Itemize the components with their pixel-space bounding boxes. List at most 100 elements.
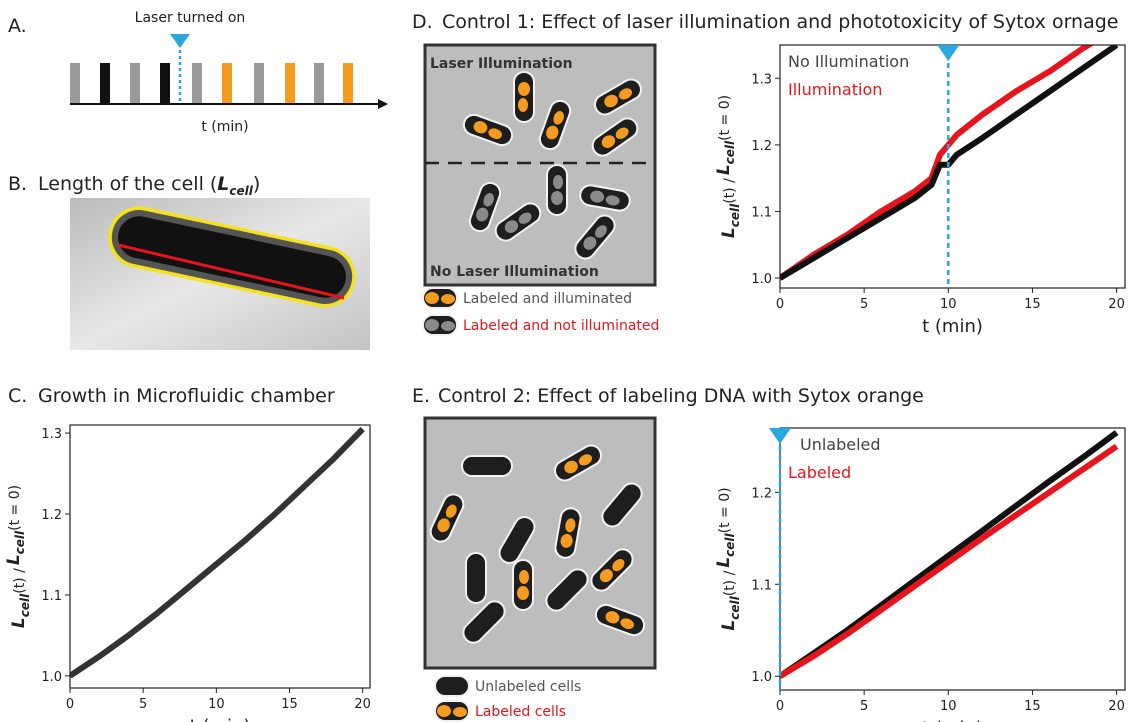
x-tick-label: 0 <box>66 697 74 712</box>
y-tick-label: 1.2 <box>41 508 62 523</box>
x-tick-label: 10 <box>940 297 957 312</box>
legend-label: No Illumination <box>788 52 909 71</box>
axis-label: t (min) <box>201 119 248 135</box>
y-axis-label: Lcell(t) /Lcell(t = 0) <box>714 487 742 630</box>
y-tick-label: 1.3 <box>41 427 62 442</box>
laser-marker <box>937 45 959 61</box>
panel-letter: B. <box>8 173 27 195</box>
title-var: L <box>217 173 229 195</box>
y-label-part: (t) / <box>722 178 738 204</box>
nucleoid <box>517 586 529 600</box>
nucleoid <box>518 82 530 96</box>
cell-body <box>513 560 533 610</box>
y-label-part: L <box>4 554 24 565</box>
x-tick-label: 15 <box>1024 297 1041 312</box>
x-tick-label: 0 <box>776 699 784 714</box>
x-axis-label: t (min) <box>922 316 983 337</box>
nucleoid <box>518 98 528 112</box>
y-label-part: cell <box>728 595 742 619</box>
panel-title: Control 1: Effect of laser illumination … <box>442 11 1119 33</box>
nucleoid <box>425 292 439 304</box>
cell <box>547 165 567 215</box>
y-label-part: L <box>714 557 734 568</box>
y-label-part: (t = 0) <box>7 485 23 531</box>
nucleoid <box>441 321 455 331</box>
y-label-part: (t = 0) <box>717 95 733 141</box>
x-tick-label: 20 <box>1108 297 1125 312</box>
panel-letter: C. <box>8 385 27 407</box>
legend-label: Labeled and not illuminated <box>463 318 659 334</box>
x-tick-label: 10 <box>940 699 957 714</box>
line-chart: 1.01.11.21.305101520No IlluminationIllum… <box>714 28 1125 337</box>
legend-label: Labeled and illuminated <box>463 291 632 307</box>
panel-title: Length of the cell (Lcell) <box>38 173 260 198</box>
y-label-part: L <box>714 164 734 175</box>
y-tick-label: 1.1 <box>41 589 62 604</box>
legend-label: Illumination <box>788 80 882 99</box>
y-label-part: (t) / <box>722 570 738 596</box>
cell <box>462 456 512 476</box>
y-tick-label: 1.3 <box>751 72 772 87</box>
nucleoid <box>425 319 439 331</box>
x-tick-label: 0 <box>776 297 784 312</box>
cell-body <box>435 676 469 696</box>
y-tick-label: 1.1 <box>751 205 772 220</box>
y-label-part: cell <box>18 593 32 617</box>
panel-letter: D. <box>412 11 433 33</box>
x-tick-label: 15 <box>1024 699 1041 714</box>
cell <box>423 315 457 335</box>
y-tick-label: 1.0 <box>41 670 62 685</box>
cell-image <box>70 198 370 350</box>
y-label-part: (t = 0) <box>717 487 733 533</box>
series-layer <box>70 429 363 676</box>
diagram-legend <box>435 676 469 721</box>
timeline <box>70 34 388 109</box>
figure: A. Laser turned on t (min) B. Length of … <box>0 0 1137 722</box>
y-tick-label: 1.2 <box>751 486 772 501</box>
nucleoid <box>553 175 563 189</box>
nucleoid <box>441 294 455 304</box>
cell-body <box>547 165 567 215</box>
panel-title: Control 2: Effect of labeling DNA with S… <box>438 385 924 407</box>
nucleoid <box>453 707 467 717</box>
cell <box>423 288 457 308</box>
y-tick-label: 1.0 <box>751 670 772 685</box>
y-label-part: L <box>9 617 29 628</box>
laser-marker <box>769 428 791 444</box>
y-tick-label: 1.2 <box>751 139 772 154</box>
cell <box>514 72 534 122</box>
title-end: ) <box>253 173 260 195</box>
y-axis-label: Lcell(t) /Lcell(t = 0) <box>4 485 32 628</box>
diagram-label: No Laser Illumination <box>430 264 599 280</box>
x-axis-label: t (min) <box>922 718 983 722</box>
cell <box>435 701 469 721</box>
nucleoid <box>551 191 563 205</box>
cell-body <box>466 553 486 603</box>
x-tick-label: 5 <box>860 297 868 312</box>
cell <box>513 560 533 610</box>
panel-letter: E. <box>412 385 430 407</box>
line-chart: 1.01.11.21.305101520t (min)Lcell(t) /Lce… <box>4 425 371 722</box>
panel-title: Growth in Microfluidic chamber <box>38 385 335 407</box>
y-label-part: L <box>719 620 739 631</box>
diagram-box <box>425 45 655 285</box>
legend-label: Unlabeled <box>800 435 881 454</box>
y-label-part: cell <box>723 532 737 556</box>
x-tick-label: 20 <box>354 697 371 712</box>
y-label-part: cell <box>723 140 737 164</box>
panel-letter: A. <box>8 15 27 37</box>
y-label-part: cell <box>13 530 27 554</box>
title-text: Length of the cell ( <box>38 173 217 195</box>
nucleoid <box>519 570 529 584</box>
x-tick-label: 20 <box>1108 699 1125 714</box>
x-tick-label: 5 <box>139 697 147 712</box>
y-label-part: (t) / <box>12 568 28 594</box>
cell-body <box>462 456 512 476</box>
x-tick-label: 15 <box>281 697 298 712</box>
legend-label: Unlabeled cells <box>475 679 581 695</box>
annotation: Laser turned on <box>135 10 246 26</box>
legend-label: Labeled <box>788 463 851 482</box>
y-label-part: L <box>719 227 739 238</box>
diagram-legend <box>423 288 457 335</box>
x-axis-label: t (min) <box>190 716 251 722</box>
